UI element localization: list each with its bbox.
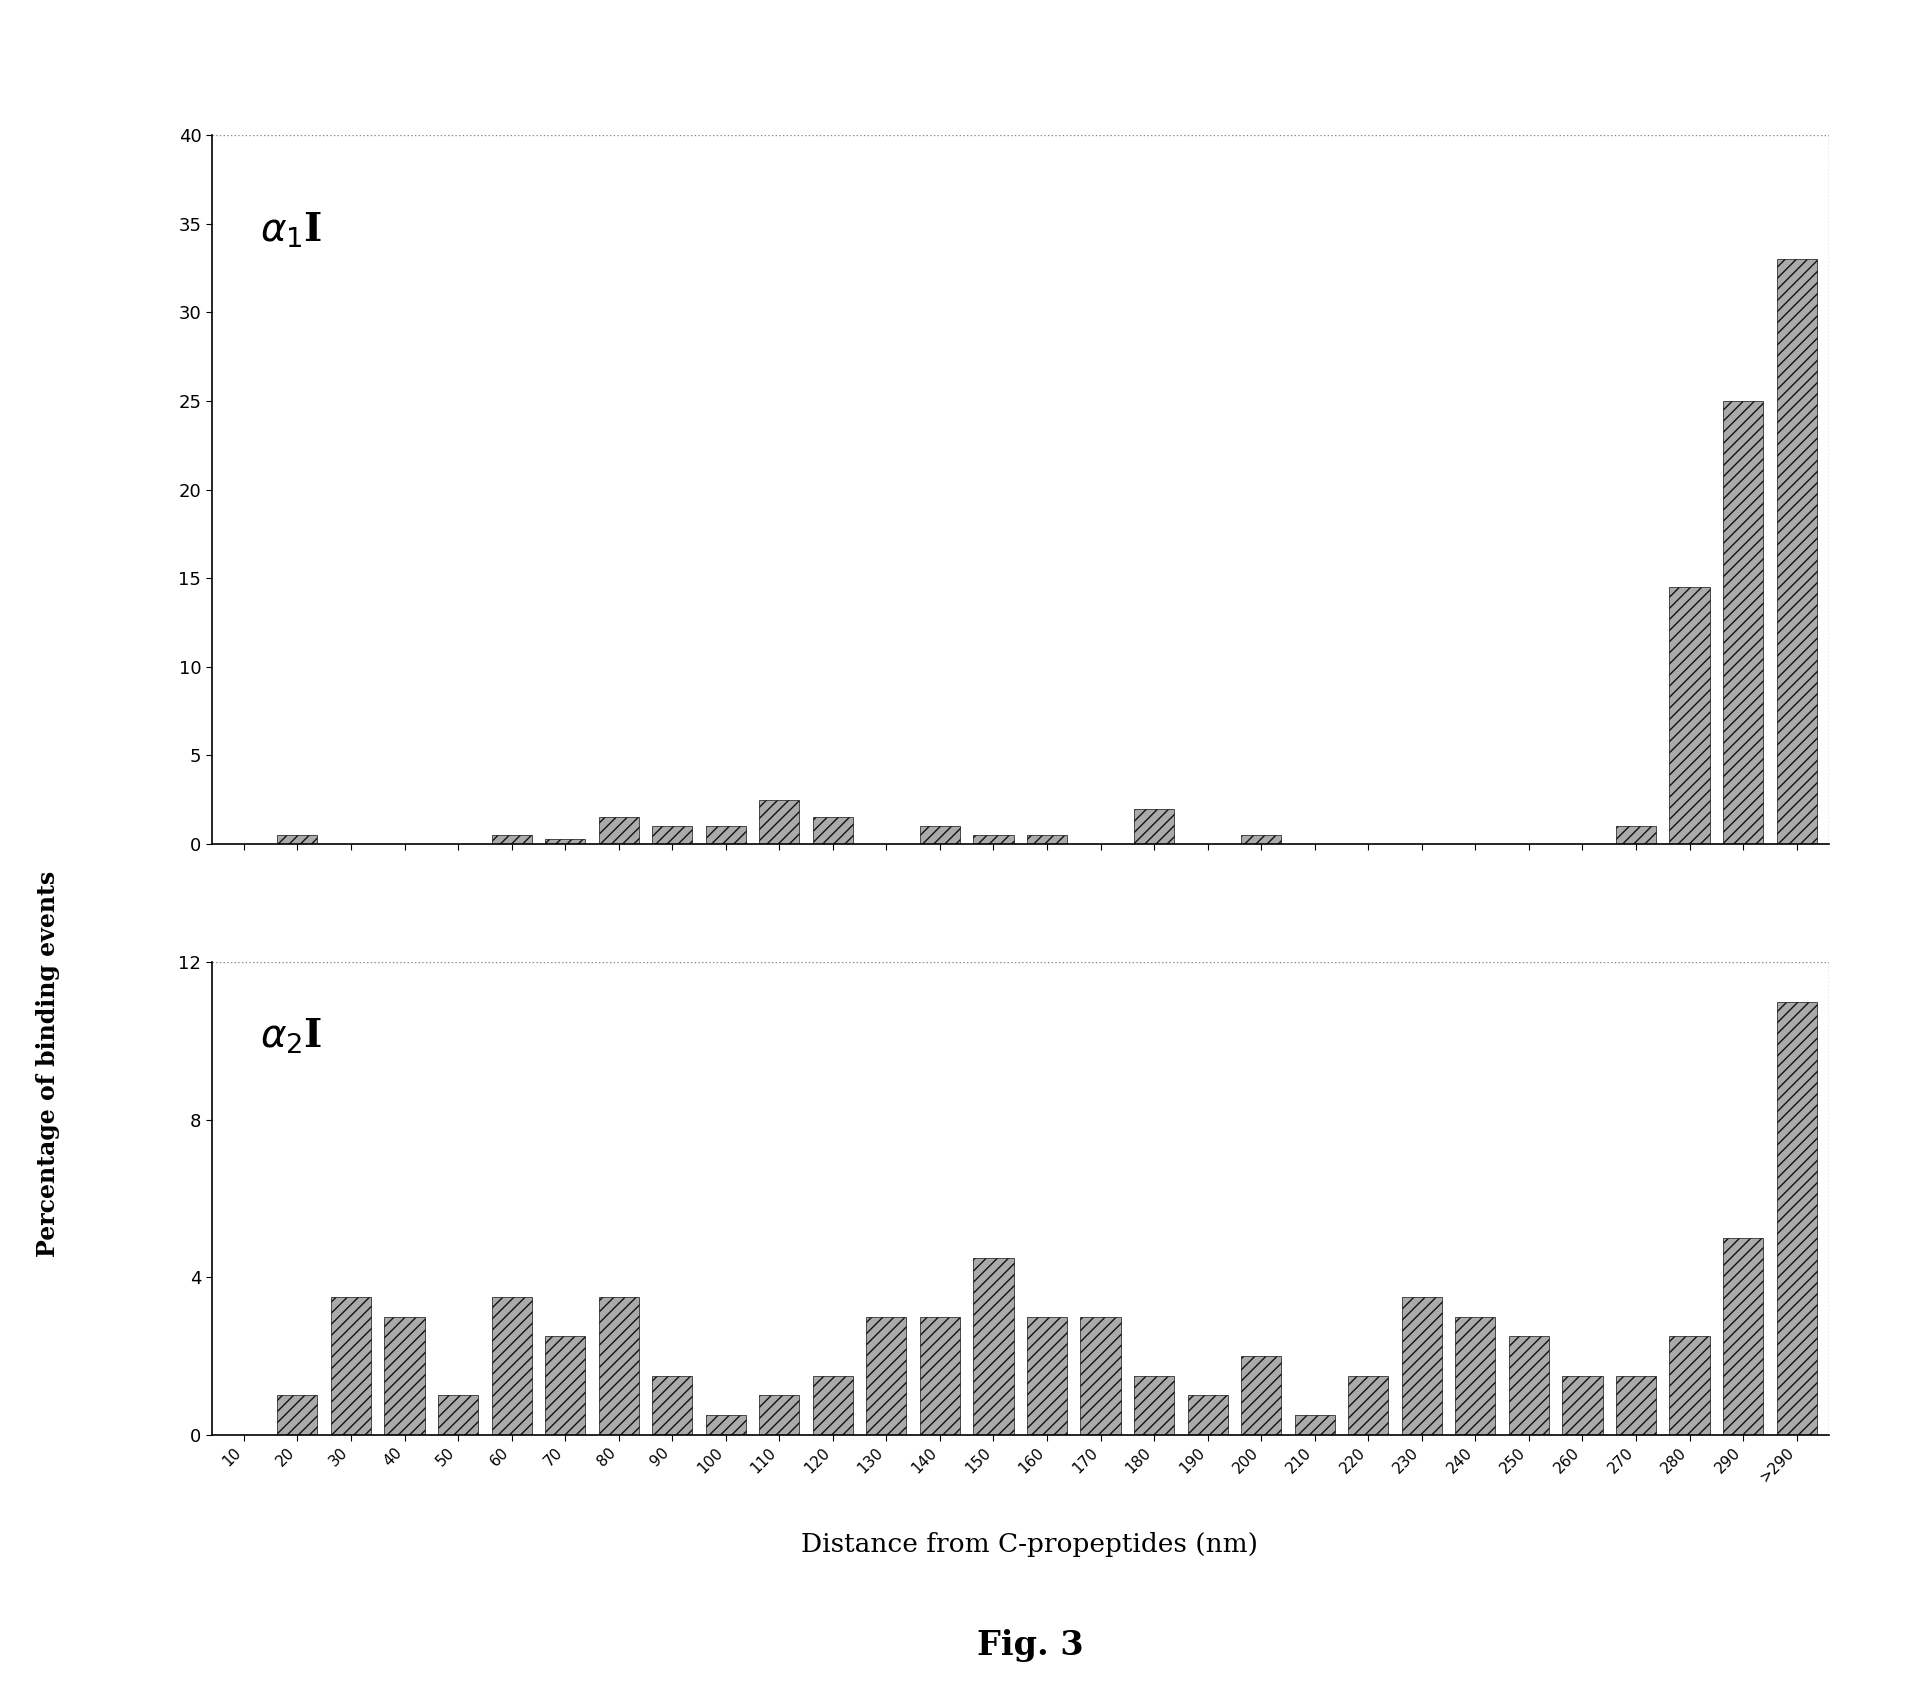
Bar xyxy=(1242,836,1282,844)
Bar xyxy=(491,836,531,844)
Bar xyxy=(1455,1317,1496,1435)
Bar xyxy=(758,800,799,844)
Bar xyxy=(1348,1376,1388,1435)
Bar xyxy=(439,1396,477,1435)
Bar xyxy=(1026,836,1066,844)
Bar xyxy=(1563,1376,1602,1435)
Bar xyxy=(653,1376,693,1435)
Text: $\alpha_1$I: $\alpha_1$I xyxy=(260,211,323,250)
Bar xyxy=(1242,1355,1282,1435)
Text: Distance from C-propeptides (nm): Distance from C-propeptides (nm) xyxy=(801,1533,1259,1556)
Bar xyxy=(385,1317,425,1435)
Bar xyxy=(1777,1001,1817,1435)
Bar xyxy=(706,825,745,844)
Bar xyxy=(1509,1337,1550,1435)
Bar xyxy=(758,1396,799,1435)
Bar xyxy=(1615,1376,1656,1435)
Text: $\alpha_2$I: $\alpha_2$I xyxy=(260,1016,323,1055)
Bar xyxy=(653,825,693,844)
Bar xyxy=(545,1337,585,1435)
Bar xyxy=(277,1396,318,1435)
Bar xyxy=(1777,260,1817,844)
Bar xyxy=(1134,809,1174,844)
Bar xyxy=(706,1415,745,1435)
Bar xyxy=(545,839,585,844)
Bar xyxy=(277,836,318,844)
Bar xyxy=(974,836,1014,844)
Bar xyxy=(1134,1376,1174,1435)
Bar xyxy=(1669,587,1709,844)
Bar xyxy=(1401,1296,1442,1435)
Bar xyxy=(1723,1237,1763,1435)
Bar xyxy=(812,1376,853,1435)
Bar xyxy=(331,1296,372,1435)
Text: Percentage of binding events: Percentage of binding events xyxy=(37,871,60,1256)
Text: Fig. 3: Fig. 3 xyxy=(976,1629,1084,1663)
Bar xyxy=(866,1317,907,1435)
Bar xyxy=(1080,1317,1120,1435)
Bar xyxy=(1669,1337,1709,1435)
Bar xyxy=(920,1317,961,1435)
Bar xyxy=(1296,1415,1334,1435)
Bar xyxy=(1723,402,1763,844)
Bar xyxy=(920,825,961,844)
Bar xyxy=(812,817,853,844)
Bar xyxy=(491,1296,531,1435)
Bar xyxy=(1615,825,1656,844)
Bar xyxy=(599,817,639,844)
Bar xyxy=(1026,1317,1066,1435)
Bar xyxy=(1188,1396,1228,1435)
Bar xyxy=(974,1258,1014,1435)
Bar xyxy=(599,1296,639,1435)
